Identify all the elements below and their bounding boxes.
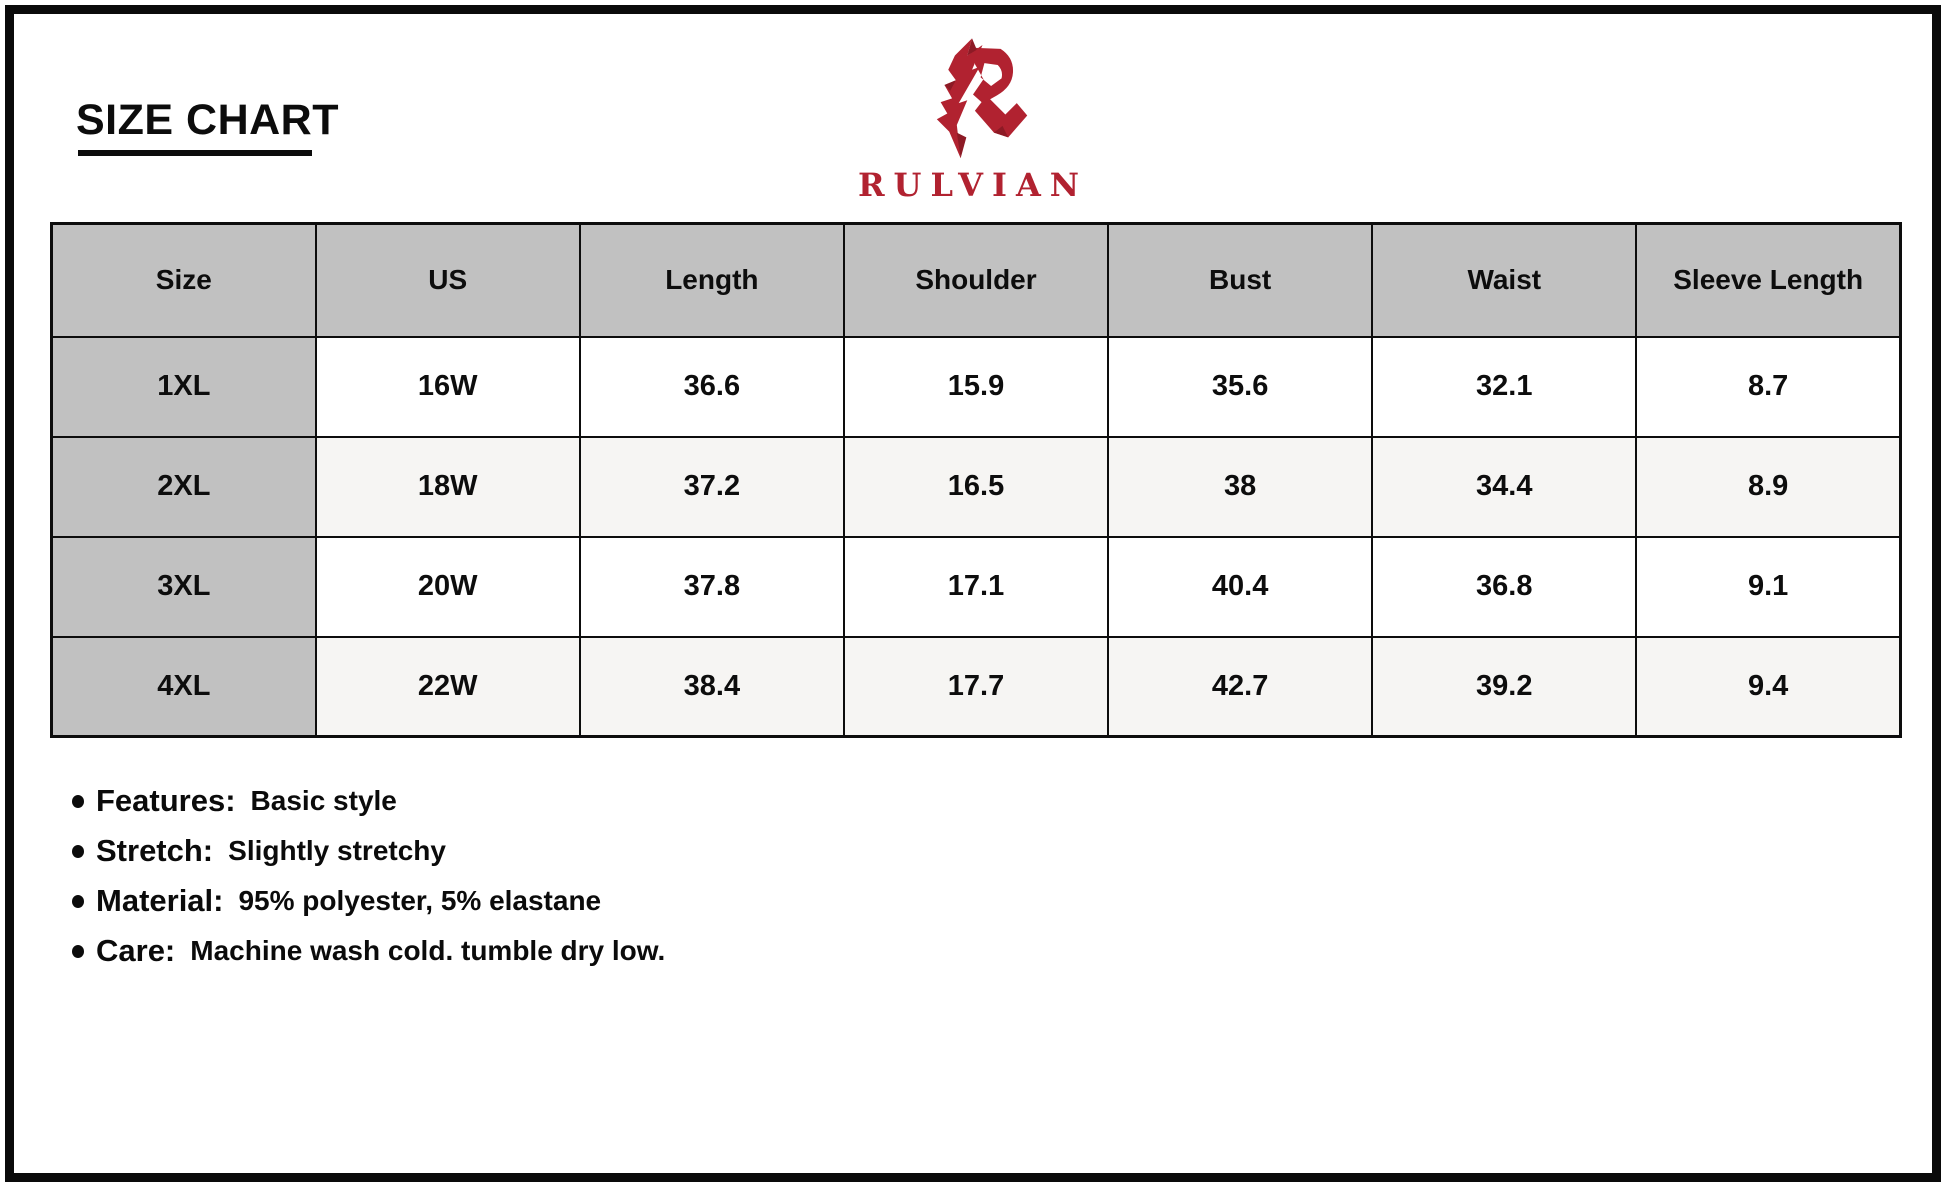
col-header-waist: Waist bbox=[1371, 222, 1638, 338]
detail-label: Stretch: bbox=[96, 833, 214, 868]
cell-sleeve-length: 9.1 bbox=[1635, 535, 1902, 638]
table-row-1xl: 1XL 16W 36.6 15.9 35.6 32.1 8.7 bbox=[50, 335, 1902, 438]
brand-logo-block: RULVIAN bbox=[0, 26, 1946, 204]
table-row-3xl: 3XL 20W 37.8 17.1 40.4 36.8 9.1 bbox=[50, 535, 1902, 638]
table-row-4xl: 4XL 22W 38.4 17.7 42.7 39.2 9.4 bbox=[50, 635, 1902, 738]
cell-shoulder: 15.9 bbox=[842, 335, 1110, 438]
cell-waist: 34.4 bbox=[1371, 435, 1638, 538]
cell-sleeve-length: 8.9 bbox=[1635, 435, 1902, 538]
cell-size: 2XL bbox=[50, 435, 317, 538]
cell-bust: 42.7 bbox=[1107, 635, 1374, 738]
title-underline bbox=[78, 150, 312, 156]
cell-us: 20W bbox=[314, 535, 581, 638]
detail-label: Care: bbox=[96, 933, 176, 968]
list-item-care: Care: Machine wash cold. tumble dry low. bbox=[72, 926, 665, 976]
list-item-stretch: Stretch: Slightly stretchy bbox=[72, 826, 665, 876]
list-item-features: Features: Basic style bbox=[72, 776, 665, 826]
col-header-sleeve-length: Sleeve Length bbox=[1635, 222, 1902, 338]
cell-us: 22W bbox=[314, 635, 581, 738]
product-details-list: Features: Basic style Stretch: Slightly … bbox=[72, 776, 665, 976]
cell-size: 1XL bbox=[50, 335, 317, 438]
detail-label: Features: bbox=[96, 783, 236, 818]
cell-shoulder: 16.5 bbox=[842, 435, 1110, 538]
detail-value: 95% polyester, 5% elastane bbox=[238, 885, 602, 916]
cell-sleeve-length: 8.7 bbox=[1635, 335, 1902, 438]
cell-shoulder: 17.7 bbox=[842, 635, 1110, 738]
bullet-icon bbox=[72, 894, 84, 908]
cell-waist: 32.1 bbox=[1371, 335, 1638, 438]
cell-sleeve-length: 9.4 bbox=[1635, 635, 1902, 738]
brand-name: RULVIAN bbox=[857, 166, 1089, 204]
cell-us: 16W bbox=[314, 335, 581, 438]
table-row-2xl: 2XL 18W 37.2 16.5 38 34.4 8.9 bbox=[50, 435, 1902, 538]
bullet-icon bbox=[72, 844, 84, 858]
detail-label: Material: bbox=[96, 883, 224, 918]
brand-r-logo-icon bbox=[936, 38, 1028, 159]
col-header-length: Length bbox=[578, 222, 845, 338]
col-header-bust: Bust bbox=[1107, 222, 1374, 338]
detail-value: Machine wash cold. tumble dry low. bbox=[190, 935, 666, 966]
detail-value: Basic style bbox=[250, 785, 397, 816]
cell-us: 18W bbox=[314, 435, 581, 538]
bullet-icon bbox=[72, 944, 84, 958]
cell-length: 37.8 bbox=[578, 535, 845, 638]
cell-length: 37.2 bbox=[578, 435, 845, 538]
col-header-size: Size bbox=[50, 222, 317, 338]
cell-waist: 39.2 bbox=[1371, 635, 1638, 738]
bullet-icon bbox=[72, 794, 84, 808]
cell-shoulder: 17.1 bbox=[842, 535, 1110, 638]
list-item-material: Material: 95% polyester, 5% elastane bbox=[72, 876, 665, 926]
col-header-us: US bbox=[314, 222, 581, 338]
cell-bust: 40.4 bbox=[1107, 535, 1374, 638]
page-title: SIZE CHART bbox=[76, 96, 339, 144]
detail-value: Slightly stretchy bbox=[228, 835, 446, 866]
cell-size: 3XL bbox=[50, 535, 317, 638]
cell-bust: 38 bbox=[1107, 435, 1374, 538]
cell-length: 36.6 bbox=[578, 335, 845, 438]
cell-waist: 36.8 bbox=[1371, 535, 1638, 638]
size-chart-table: Size US Length Shoulder Bust Waist Sleev… bbox=[50, 222, 1902, 738]
cell-size: 4XL bbox=[50, 635, 317, 738]
col-header-shoulder: Shoulder bbox=[842, 222, 1110, 338]
table-header-row: Size US Length Shoulder Bust Waist Sleev… bbox=[50, 222, 1902, 338]
cell-bust: 35.6 bbox=[1107, 335, 1374, 438]
cell-length: 38.4 bbox=[578, 635, 845, 738]
